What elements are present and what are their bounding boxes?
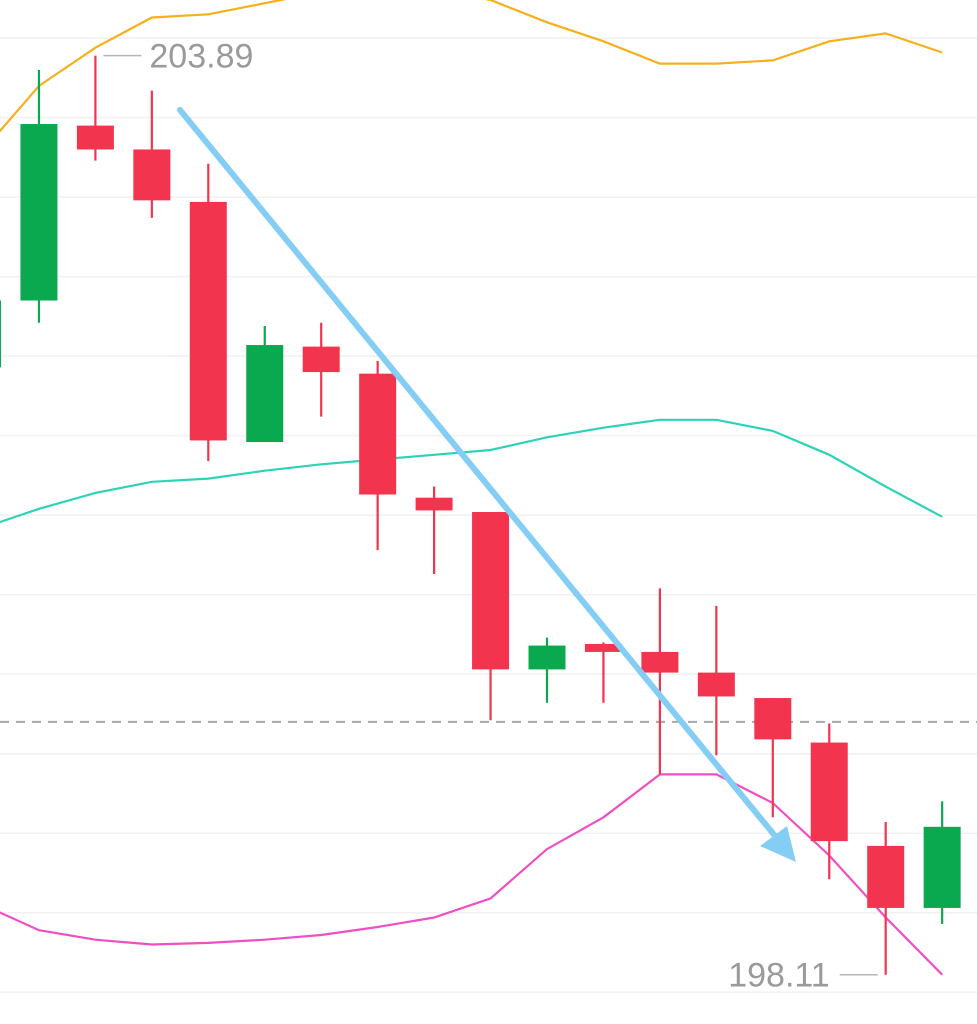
low-label: 198.11 (728, 957, 829, 995)
candle-body (76, 125, 114, 150)
candle-body (246, 345, 284, 443)
band-line (0, 773, 943, 976)
candle-body (584, 643, 622, 652)
candle-body (472, 512, 510, 670)
candle-body (0, 300, 1, 368)
candle-body (133, 149, 171, 201)
bands (0, 0, 943, 976)
candle-body (415, 497, 453, 511)
trend-arrow (177, 107, 796, 862)
candle-body (528, 645, 566, 670)
high-label: 203.89 (149, 38, 253, 76)
candle-body (810, 742, 848, 842)
candle-body (923, 826, 961, 908)
candle-body (867, 845, 905, 908)
candle-body (359, 373, 397, 495)
candle-body (189, 201, 227, 441)
band-line (0, 0, 943, 133)
candle-body (302, 346, 340, 373)
trend-arrow-line (177, 107, 783, 845)
candles (0, 55, 961, 975)
candle-body (641, 651, 679, 673)
trend-arrow-head (760, 826, 796, 862)
candle-body (754, 698, 792, 740)
labels: 203.89 198.11 (103, 38, 878, 995)
candle-body (697, 672, 735, 697)
candle-body (20, 124, 58, 301)
